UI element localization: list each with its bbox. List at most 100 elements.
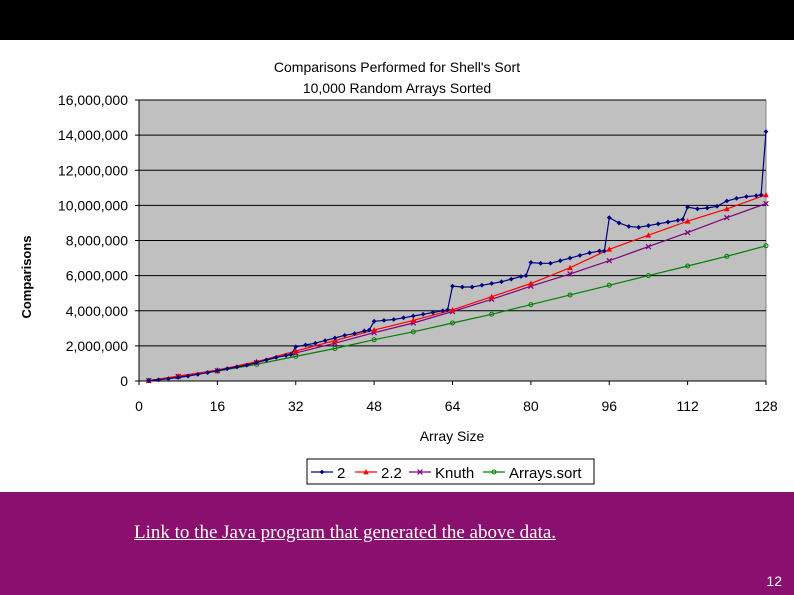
y-tick-label: 2,000,000 [66, 338, 128, 354]
data-point [548, 260, 553, 266]
data-point [577, 253, 583, 258]
chart-title: Comparisons Performed for Shell's Sort [274, 59, 520, 75]
data-point [450, 283, 455, 289]
line-chart: Comparisons Performed for Shell's Sort 1… [19, 59, 778, 485]
x-tick-label: 16 [210, 398, 226, 414]
data-point [224, 366, 230, 372]
data-point [342, 332, 348, 338]
data-point [655, 221, 661, 227]
x-tick-label: 112 [676, 398, 699, 414]
data-point [195, 371, 201, 377]
data-point [450, 320, 455, 326]
data-point [557, 258, 563, 264]
data-point [685, 204, 691, 210]
data-point [763, 191, 769, 198]
data-point [685, 263, 691, 269]
data-point [606, 246, 613, 252]
data-point [508, 276, 514, 282]
data-point [175, 375, 181, 380]
data-point [185, 373, 191, 379]
data-point [371, 327, 377, 333]
y-tick-label: 16,000,000 [58, 92, 128, 108]
data-point [758, 192, 764, 198]
data-point [675, 217, 681, 223]
chart-area: Comparisons Performed for Shell's Sort 1… [0, 40, 794, 492]
data-point [606, 215, 612, 221]
chart-subtitle: 10,000 Random Arrays Sorted [303, 80, 491, 96]
data-point [479, 282, 485, 288]
data-point [606, 282, 612, 288]
x-tick-label: 0 [135, 398, 143, 414]
x-tick-label: 48 [366, 398, 382, 414]
legend-label: 2 [337, 465, 345, 482]
data-point [763, 243, 769, 249]
data-point [322, 338, 328, 344]
data-point [744, 194, 749, 199]
data-point [567, 292, 573, 298]
data-point [528, 280, 534, 286]
data-point [391, 317, 397, 322]
legend-item: 2 [311, 465, 345, 482]
data-point [723, 214, 730, 221]
legend-label: 2.2 [381, 465, 402, 482]
legend: 2 2.2 Knuth Arrays.sort [306, 458, 595, 485]
data-point [234, 364, 240, 370]
data-point [214, 368, 220, 373]
data-point [410, 313, 416, 319]
data-point [292, 348, 299, 354]
data-point [567, 264, 573, 271]
legend-item: Knuth [409, 465, 474, 482]
x-tick-label: 32 [288, 398, 304, 414]
data-point [645, 273, 651, 279]
data-point [626, 224, 632, 229]
data-point [684, 229, 691, 236]
data-point [601, 248, 607, 254]
y-tick-label: 4,000,000 [66, 303, 128, 319]
data-point [724, 205, 730, 212]
data-point [724, 198, 730, 204]
data-point [410, 329, 416, 335]
data-point [695, 206, 700, 212]
data-point [401, 315, 406, 321]
java-program-link[interactable]: Link to the Java program that generated … [134, 522, 557, 543]
data-point [288, 352, 294, 358]
data-point [488, 293, 495, 300]
y-tick-label: 12,000,000 [58, 162, 128, 178]
data-point [352, 331, 357, 336]
slide-top-bar [0, 0, 794, 40]
x-tick-label: 128 [754, 398, 778, 414]
data-point [489, 281, 495, 286]
data-point [445, 307, 451, 313]
data-point [371, 337, 377, 343]
tick-labels: 0 2,000,000 4,000,000 6,000,000 8,000,000 10,… [58, 92, 778, 414]
legend-item: 2.2 [355, 465, 402, 482]
y-tick-label: 14,000,000 [58, 127, 128, 143]
x-tick-label: 64 [445, 398, 461, 414]
axes [135, 99, 767, 385]
x-tick-label: 96 [601, 398, 617, 414]
data-point [371, 318, 377, 324]
legend-marker [319, 469, 325, 475]
series-line [148, 245, 767, 382]
data-point [293, 353, 299, 359]
data-point [597, 248, 602, 254]
data-point [440, 308, 446, 314]
data-point [156, 377, 161, 383]
data-point [646, 223, 651, 228]
data-point [381, 318, 387, 323]
y-tick-label: 10,000,000 [58, 197, 128, 213]
legend-item: Arrays.sort [483, 465, 582, 482]
y-tick-label: 8,000,000 [66, 233, 128, 249]
series-group [145, 129, 769, 384]
x-axis-label: Array Size [420, 428, 485, 444]
data-point [263, 357, 269, 363]
data-point [165, 376, 171, 382]
data-point [763, 200, 769, 207]
data-point [538, 260, 544, 266]
x-tick-label: 80 [523, 398, 539, 414]
data-point [244, 362, 250, 368]
data-point [205, 370, 210, 375]
data-point [254, 360, 259, 365]
legend-marker [363, 469, 369, 475]
data-point [410, 317, 417, 323]
